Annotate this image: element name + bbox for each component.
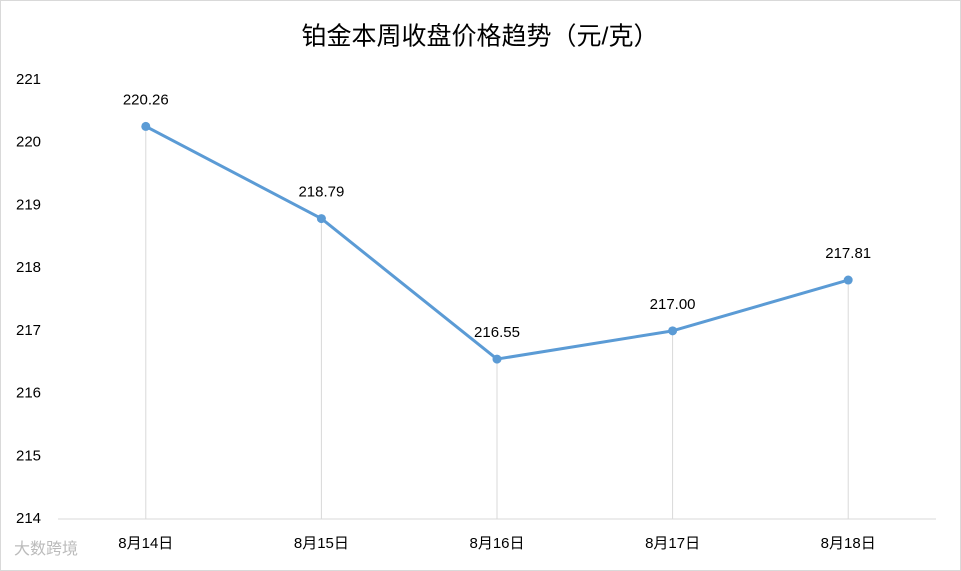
value-label: 218.79 bbox=[298, 184, 344, 201]
x-tick-label: 8月18日 bbox=[821, 535, 876, 552]
watermark: 大数跨境 bbox=[14, 539, 78, 558]
data-point bbox=[843, 275, 853, 285]
value-label: 220.26 bbox=[123, 91, 169, 108]
value-label: 217.81 bbox=[825, 245, 871, 262]
data-point bbox=[492, 354, 502, 364]
x-tick-label: 8月16日 bbox=[469, 535, 524, 552]
y-tick-label: 217 bbox=[16, 322, 41, 339]
value-label: 217.00 bbox=[650, 296, 696, 313]
y-tick-label: 219 bbox=[16, 196, 41, 213]
chart-title: 铂金本周收盘价格趋势（元/克） bbox=[302, 23, 659, 51]
data-point bbox=[668, 326, 678, 336]
x-tick-label: 8月15日 bbox=[294, 535, 349, 552]
x-tick-label: 8月14日 bbox=[118, 535, 173, 552]
y-tick-label: 216 bbox=[16, 385, 41, 402]
y-tick-label: 214 bbox=[16, 510, 41, 527]
y-tick-label: 221 bbox=[16, 71, 41, 88]
x-tick-label: 8月17日 bbox=[645, 535, 700, 552]
y-tick-label: 215 bbox=[16, 447, 41, 464]
value-label: 216.55 bbox=[474, 324, 520, 341]
y-tick-label: 218 bbox=[16, 259, 41, 276]
data-point bbox=[316, 214, 326, 224]
data-point bbox=[141, 121, 151, 131]
y-tick-label: 220 bbox=[16, 134, 41, 151]
